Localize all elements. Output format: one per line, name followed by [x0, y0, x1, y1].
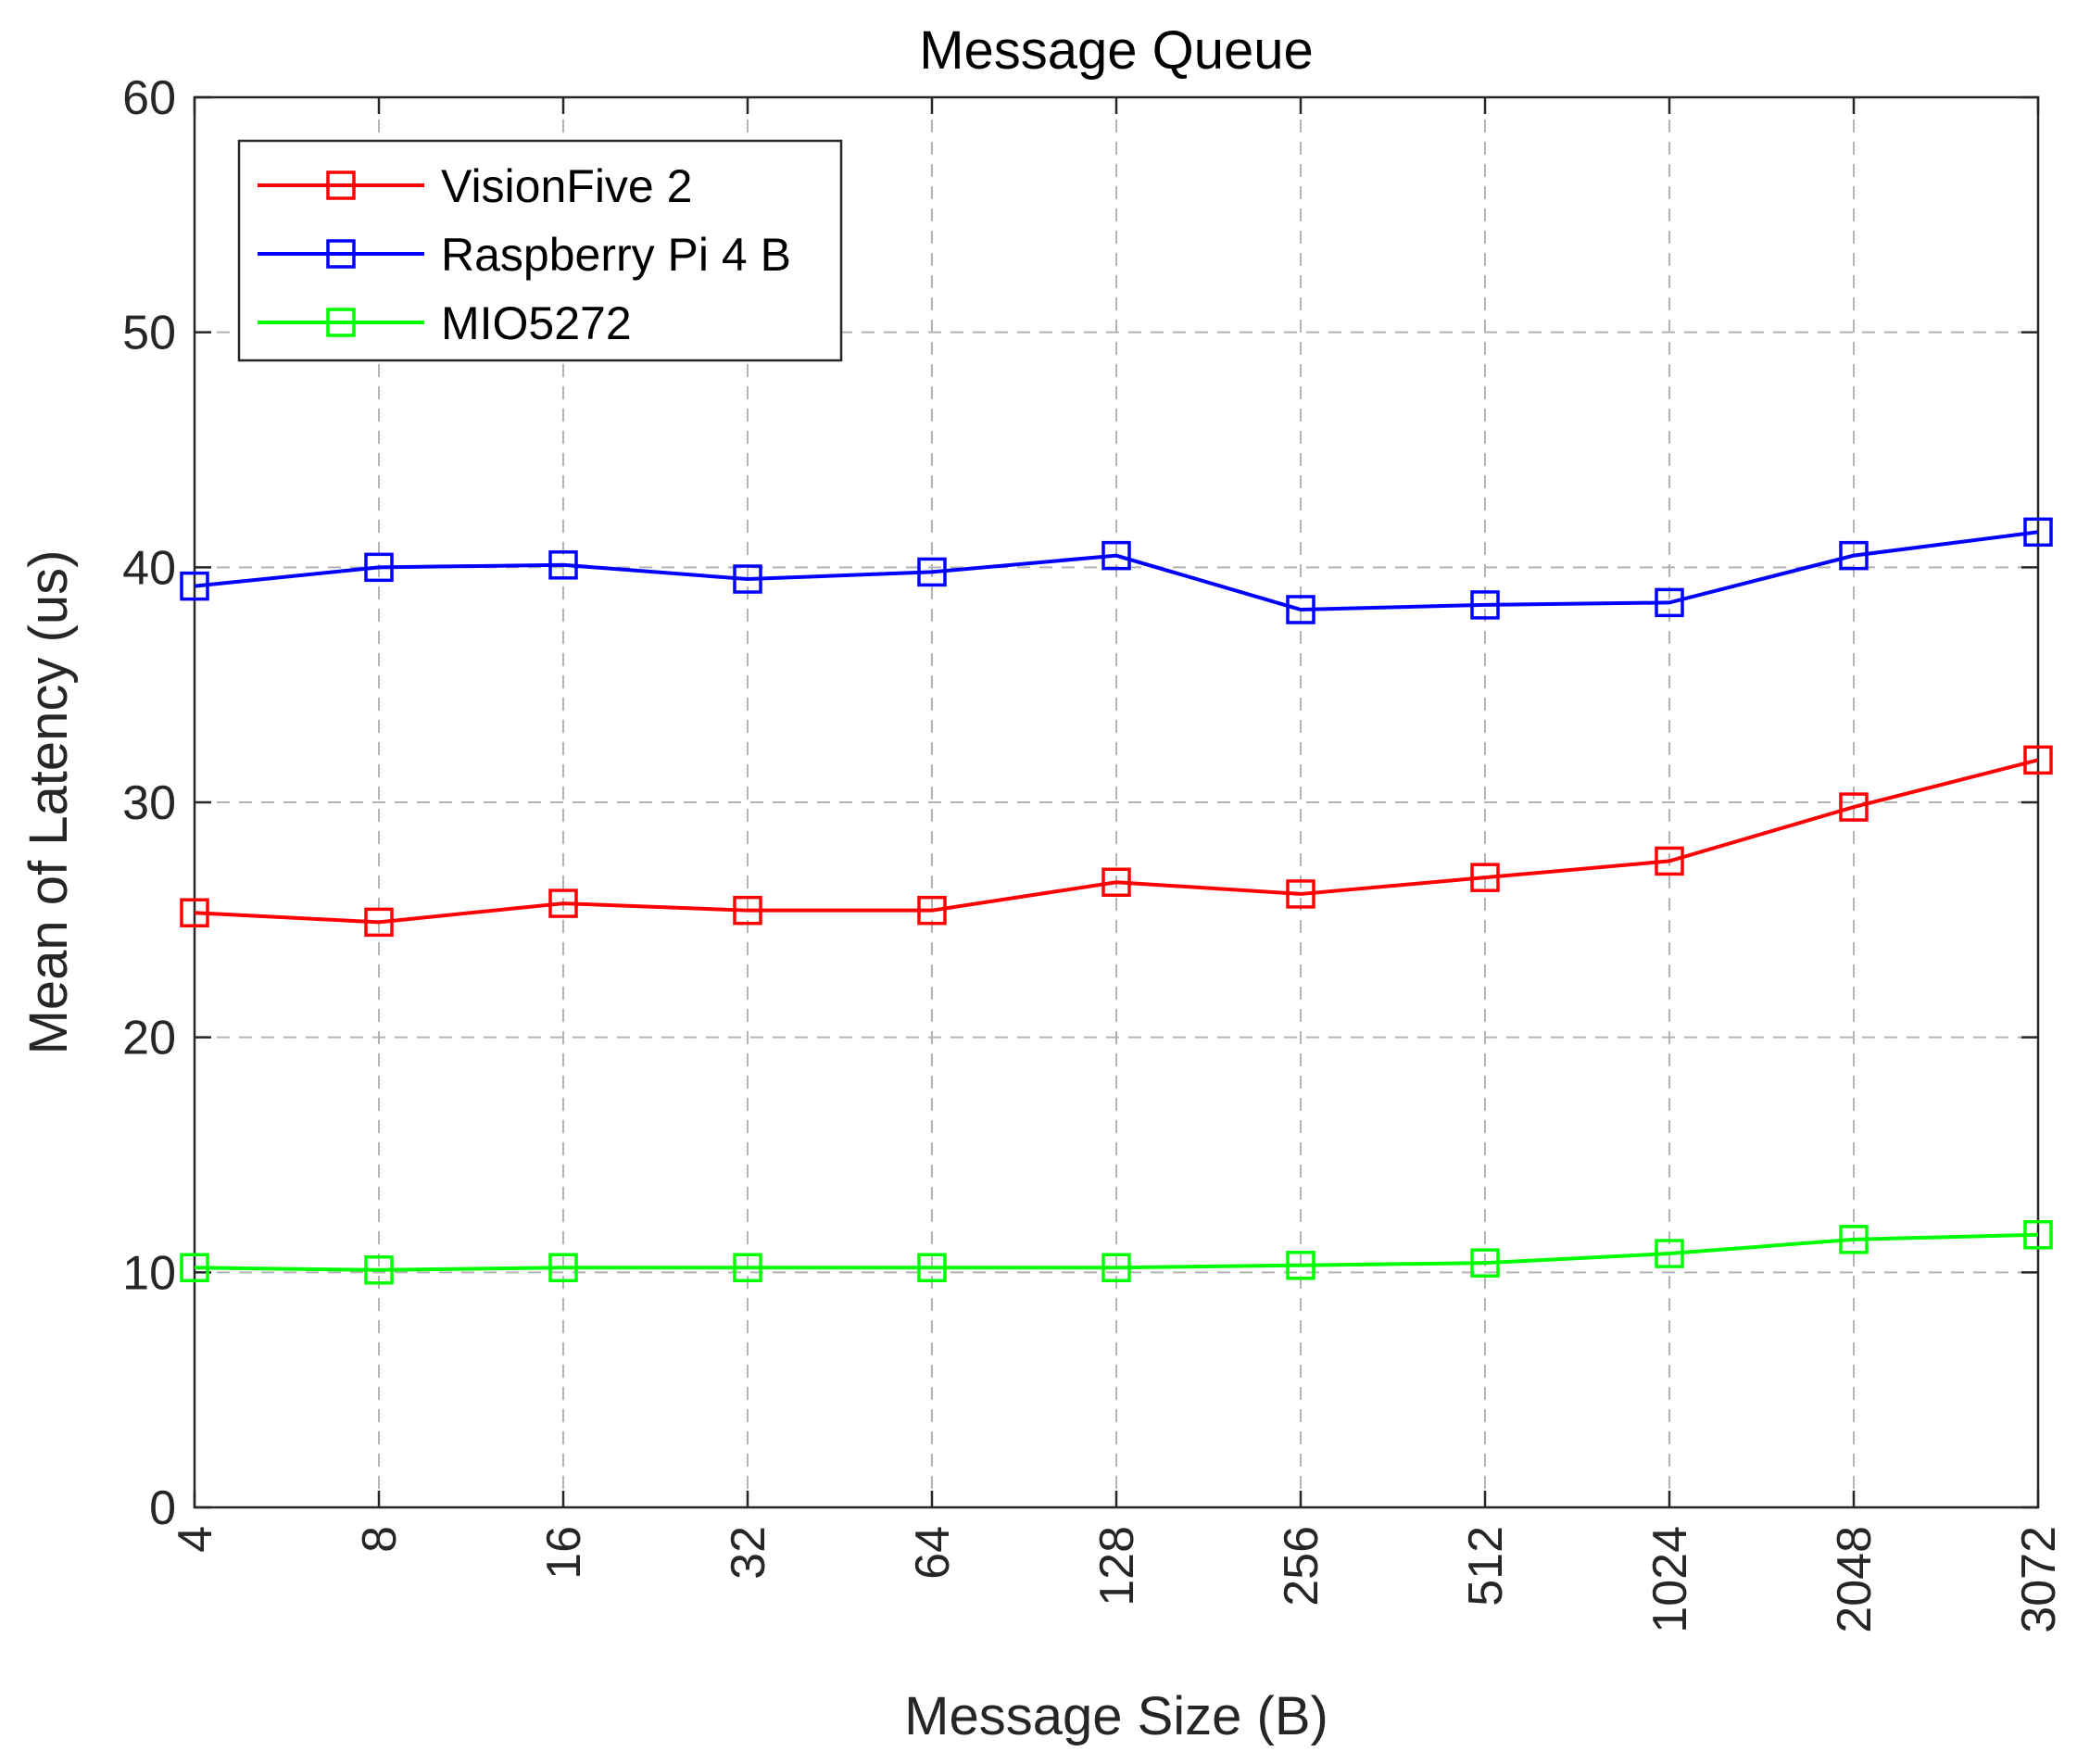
series-3: [180, 1219, 2053, 1285]
data-point: [1470, 590, 1500, 620]
data-point: [1470, 863, 1500, 892]
data-point: [548, 888, 578, 918]
data-point: [733, 1253, 762, 1283]
data-point: [180, 1253, 209, 1283]
y-tick-label: 60: [122, 71, 176, 125]
data-point: [364, 907, 394, 938]
y-tick-label: 0: [149, 1481, 176, 1535]
x-tick-label: 64: [906, 1526, 960, 1580]
y-tick-label: 10: [122, 1246, 176, 1300]
data-point: [2023, 1219, 2053, 1250]
data-point: [1839, 540, 1869, 571]
data-point: [1655, 846, 1684, 876]
legend-label: Raspberry Pi 4 B: [441, 229, 791, 281]
y-axis-ticks: 0 10 20 30 40 50 60: [122, 71, 2038, 1535]
data-point: [2023, 517, 2053, 548]
x-tick-label: 2048: [1828, 1526, 1882, 1633]
x-tick-label: 16: [537, 1526, 591, 1580]
series-layer: [180, 517, 2053, 1285]
legend: VisionFive 2 Raspberry Pi 4 B MIO5272: [237, 139, 843, 362]
data-point: [1101, 540, 1131, 571]
data-point: [1286, 879, 1315, 909]
y-tick-label: 20: [122, 1012, 176, 1065]
x-tick-label: 4: [169, 1526, 222, 1553]
x-axis-title: Message Size (B): [904, 1686, 1328, 1746]
data-point: [733, 564, 762, 594]
legend-item: Raspberry Pi 4 B: [258, 229, 791, 281]
y-tick-label: 50: [122, 307, 176, 360]
data-point: [364, 1255, 394, 1285]
legend-item: VisionFive 2: [258, 160, 692, 212]
series-line: [194, 530, 2039, 612]
data-point: [1470, 1248, 1500, 1278]
x-tick-label: 128: [1090, 1526, 1144, 1606]
x-tick-label: 1024: [1643, 1526, 1697, 1633]
data-point: [1839, 792, 1869, 822]
x-tick-label: 8: [353, 1526, 407, 1553]
data-point: [1286, 595, 1315, 624]
data-point: [733, 895, 762, 926]
data-point: [1101, 1253, 1131, 1283]
data-point: [1286, 1250, 1315, 1280]
data-point: [917, 557, 947, 587]
data-point: [180, 898, 209, 927]
x-tick-label: 256: [1275, 1526, 1328, 1606]
legend-item: MIO5272: [258, 297, 632, 349]
data-point: [548, 550, 578, 580]
data-point: [1101, 867, 1131, 897]
data-point: [180, 571, 209, 601]
data-point: [917, 1253, 947, 1283]
data-point: [548, 1253, 578, 1283]
data-point: [364, 552, 394, 583]
x-tick-label: 3072: [2012, 1526, 2066, 1633]
data-point: [1655, 1239, 1684, 1268]
series-line: [194, 758, 2039, 925]
series-2: [180, 517, 2053, 624]
legend-label: MIO5272: [441, 297, 632, 349]
x-axis-ticks: 4 8 16 32 64 128 256 512 1024 2048 3072: [169, 97, 2066, 1633]
data-point: [1655, 587, 1684, 618]
y-tick-label: 40: [122, 541, 176, 595]
data-point: [917, 895, 947, 926]
data-point: [1839, 1225, 1869, 1254]
legend-marker: [326, 239, 356, 269]
chart-title: Message Queue: [919, 20, 1314, 81]
x-tick-label: 512: [1459, 1526, 1513, 1606]
series-line: [194, 1232, 2039, 1272]
x-tick-label: 32: [722, 1526, 775, 1580]
legend-marker: [326, 170, 356, 200]
data-point: [2023, 745, 2053, 775]
y-tick-label: 30: [122, 776, 176, 830]
legend-marker: [326, 308, 356, 337]
y-axis-title: Mean of Latency (us): [19, 550, 79, 1055]
legend-label: VisionFive 2: [441, 160, 692, 212]
series-1: [180, 745, 2053, 938]
